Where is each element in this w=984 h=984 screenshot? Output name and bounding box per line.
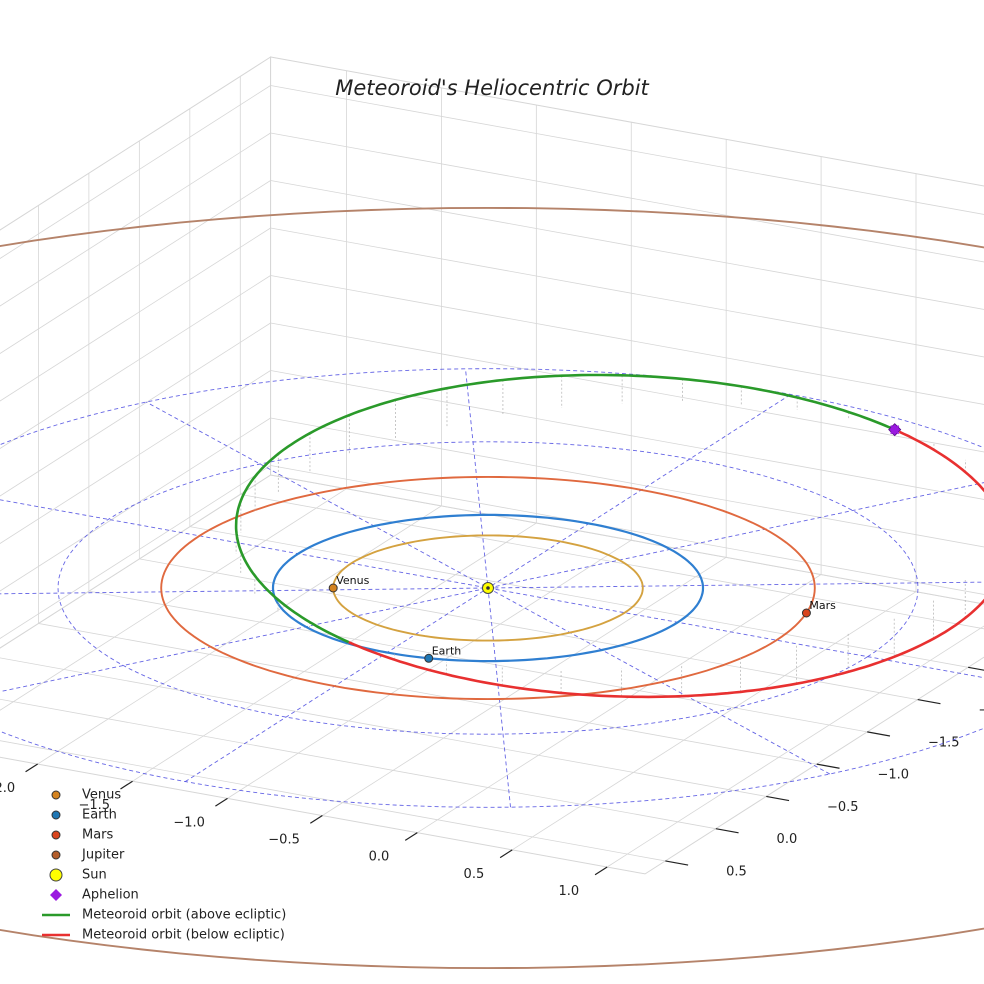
y-tick-mark xyxy=(917,699,941,705)
grid-line xyxy=(270,227,984,358)
x-tick-mark xyxy=(404,832,418,841)
grid-line xyxy=(0,465,271,639)
grid-line xyxy=(0,275,271,449)
reference-radial xyxy=(145,401,831,775)
x-tick-mark xyxy=(215,797,228,807)
orbit-earth xyxy=(271,513,705,663)
grid-line xyxy=(240,493,984,630)
x-tick-label: 1.0 xyxy=(558,884,579,899)
y-tick-label: 0.0 xyxy=(777,832,798,847)
legend-label: Meteoroid orbit (below ecliptic) xyxy=(82,928,285,943)
reference-radial xyxy=(0,499,984,679)
orbit-jupiter xyxy=(0,206,984,970)
legend-label: Mars xyxy=(82,828,114,843)
markers: Venus Earth Mars xyxy=(328,423,902,663)
meteoroid-orbit xyxy=(234,373,984,699)
x-tick-label: −2.0 xyxy=(0,781,15,796)
x-tick-mark xyxy=(499,849,513,859)
legend-label: Sun xyxy=(82,868,107,883)
y-tick-label: −2.0 xyxy=(978,703,984,718)
planet-label-venus: Venus xyxy=(336,574,369,587)
legend-label: Aphelion xyxy=(82,888,139,903)
legend-label: Meteoroid orbit (above ecliptic) xyxy=(82,908,286,923)
y-tick-mark xyxy=(766,795,790,802)
y-tick-mark xyxy=(867,731,891,737)
y-tick-label: 0.5 xyxy=(726,864,747,879)
planet-orbits xyxy=(0,206,984,970)
grid-line xyxy=(606,625,984,868)
axes-ticks: −2.5−2.0−1.5−1.0−0.50.00.51.0−3.0−2.5−2.… xyxy=(0,666,984,899)
legend-marker xyxy=(51,830,61,840)
reference-circle xyxy=(57,441,919,735)
grid-line xyxy=(0,322,271,497)
grid-line xyxy=(0,85,271,259)
legend-marker xyxy=(49,868,63,882)
chart-title: Meteoroid's Heliocentric Orbit xyxy=(335,76,649,100)
grid-line xyxy=(0,740,666,862)
y-tick-mark xyxy=(715,828,739,834)
orbit-venus xyxy=(332,534,644,642)
legend-label: Earth xyxy=(82,808,117,823)
sun-core xyxy=(486,586,490,590)
axes-panes xyxy=(0,56,984,875)
axes-grid xyxy=(0,70,984,868)
y-tick-mark xyxy=(968,666,984,671)
grid-line xyxy=(0,132,271,307)
grid-line xyxy=(0,227,271,402)
planet-label-mars: Mars xyxy=(809,599,836,612)
grid-line xyxy=(270,417,984,548)
grid-line xyxy=(270,275,984,405)
legend-marker xyxy=(51,810,61,820)
grid-line xyxy=(0,370,271,544)
grid-line xyxy=(38,623,817,765)
grid-line xyxy=(270,370,984,500)
grid-line xyxy=(417,574,822,834)
grid-line xyxy=(270,132,984,263)
grid-line xyxy=(139,558,918,700)
x-tick-label: −1.0 xyxy=(173,815,205,830)
grid-line xyxy=(270,465,984,595)
x-tick-label: −0.5 xyxy=(268,833,300,848)
x-tick-label: 0.5 xyxy=(464,867,485,882)
meteoroid-orbit-below xyxy=(348,430,984,699)
x-tick-label: 0.0 xyxy=(369,850,390,865)
legend-marker xyxy=(50,889,62,901)
grid-line xyxy=(0,698,716,830)
grid-line xyxy=(0,488,347,711)
legend-label: Jupiter xyxy=(81,848,125,863)
planet-label-earth: Earth xyxy=(432,644,462,657)
legend-marker xyxy=(51,850,61,860)
x-tick-mark xyxy=(120,780,133,790)
grid-line xyxy=(0,180,271,354)
grid-line xyxy=(132,522,537,782)
legend: Venus Earth Mars Jupiter Sun Aphelion Meteoroi… xyxy=(42,788,286,943)
grid-line xyxy=(189,526,969,668)
x-tick-mark xyxy=(25,763,39,773)
planet-mars xyxy=(801,608,811,618)
x-tick-label: −1.5 xyxy=(78,798,110,813)
planet-earth xyxy=(424,653,434,663)
grid-line xyxy=(270,85,984,215)
y-tick-mark xyxy=(665,860,689,866)
grid-line xyxy=(270,180,984,310)
legend-label: Venus xyxy=(82,788,121,803)
grid-line xyxy=(37,505,442,765)
grid-line xyxy=(322,557,727,816)
y-tick-label: −0.5 xyxy=(827,800,859,815)
meteoroid-orbit-above xyxy=(234,373,896,644)
grid-line xyxy=(512,591,917,851)
grid-line xyxy=(0,657,767,797)
aphelion-projection-marker xyxy=(890,425,900,435)
orbit-mars xyxy=(160,475,816,701)
y-tick-label: −1.0 xyxy=(877,768,909,783)
reference-radial xyxy=(0,482,984,693)
planet-venus xyxy=(328,583,338,593)
x-tick-mark xyxy=(594,866,608,876)
x-tick-mark xyxy=(309,815,323,824)
y-tick-label: −1.5 xyxy=(928,735,960,750)
legend-marker xyxy=(51,790,61,800)
grid-line xyxy=(0,417,271,592)
y-tick-mark xyxy=(816,763,840,769)
